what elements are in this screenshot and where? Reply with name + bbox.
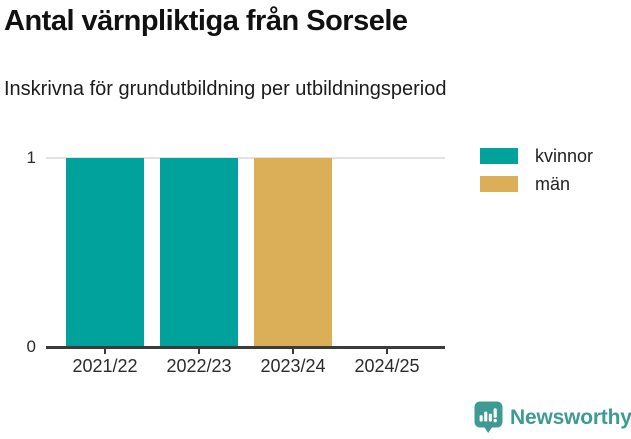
legend: kvinnor män	[480, 146, 594, 204]
x-tick-label: 2023/24	[260, 356, 326, 376]
legend-item-män: män	[480, 174, 593, 194]
legend-label: män	[535, 174, 571, 194]
x-axis-line	[46, 346, 445, 349]
newsworthy-logo-text: Newsworthy	[510, 405, 631, 429]
legend-swatch	[480, 148, 518, 164]
newsworthy-logo[interactable]: Newsworthy	[474, 401, 631, 434]
y-tick-label: 1	[26, 148, 36, 167]
gridline	[46, 157, 445, 159]
x-tick	[198, 349, 200, 354]
x-tick	[104, 349, 106, 354]
newsworthy-logo-icon	[474, 401, 503, 434]
chart-title: Antal värnpliktiga från Sorsele	[4, 5, 408, 37]
y-tick-label: 0	[26, 337, 36, 356]
bar-kvinnor-2022/23	[160, 158, 238, 347]
bar-kvinnor-2021/22	[66, 158, 144, 347]
legend-label: kvinnor	[535, 146, 594, 166]
x-tick	[386, 349, 388, 354]
legend-item-kvinnor: kvinnor	[480, 146, 594, 166]
x-tick-label: 2024/25	[354, 356, 420, 376]
chart-subtitle: Inskrivna för grundutbildning per utbild…	[4, 78, 447, 100]
legend-swatch	[480, 176, 518, 192]
x-tick	[292, 349, 294, 354]
bar-män-2023/24	[254, 158, 332, 347]
x-tick-label: 2021/22	[72, 356, 138, 376]
x-tick-label: 2022/23	[166, 356, 232, 376]
